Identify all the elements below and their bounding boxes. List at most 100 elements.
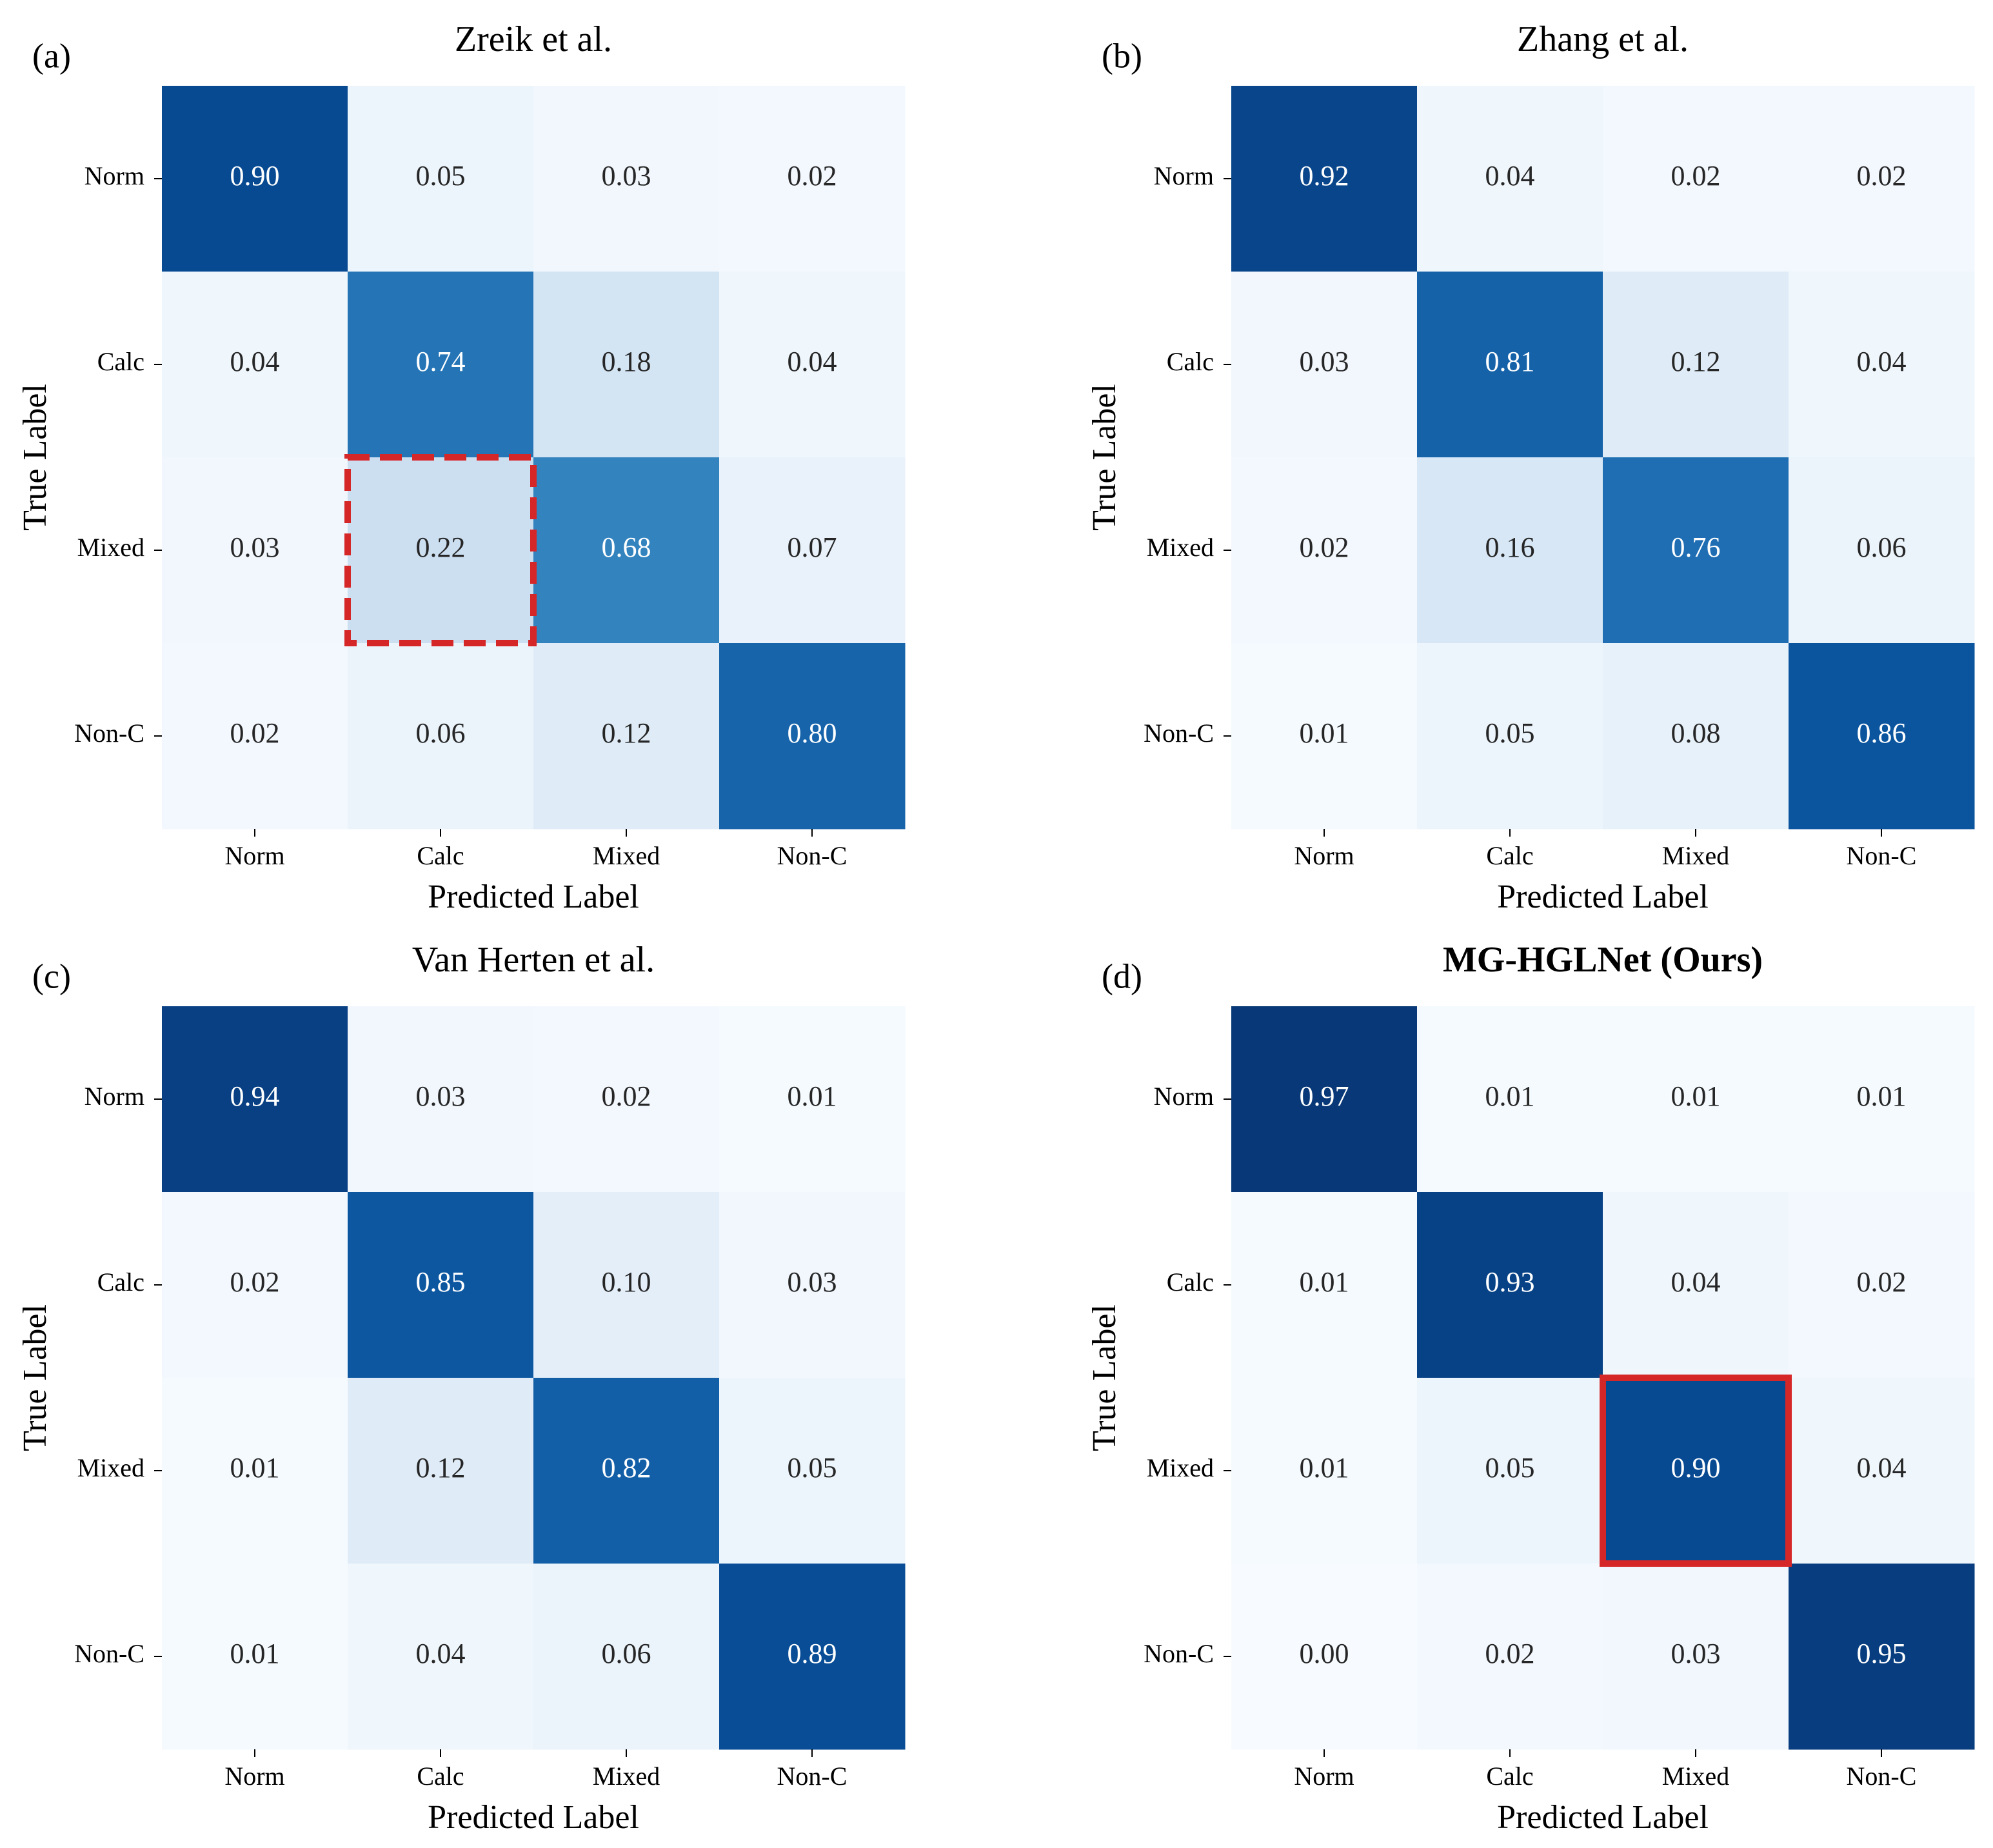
cell-value-label: 0.06	[602, 1638, 651, 1669]
heatmap-cell	[1603, 1192, 1789, 1378]
heatmap-cell	[1417, 1006, 1603, 1193]
cell-value-label: 0.05	[788, 1452, 837, 1484]
heatmap-cell	[533, 1564, 720, 1750]
y-axis-label: True Label	[1086, 1304, 1123, 1451]
heatmap-cell	[719, 643, 906, 830]
y-tick-label: Norm	[1154, 1082, 1214, 1111]
heatmap-cell	[1789, 643, 1975, 830]
heatmap-cell	[162, 1378, 348, 1564]
cell-value-label: 0.95	[1857, 1638, 1907, 1669]
heatmap-cell	[719, 1378, 906, 1564]
x-tick-label: Non-C	[1847, 841, 1917, 870]
y-tick-label: Non-C	[1144, 719, 1214, 748]
cell-value-label: 0.00	[1300, 1638, 1349, 1669]
cell-value-label: 0.03	[416, 1080, 466, 1112]
cell-value-label: 0.10	[602, 1266, 651, 1298]
heatmap-cell	[533, 1378, 720, 1564]
cell-value-label: 0.03	[1671, 1638, 1721, 1669]
x-tick-label: Calc	[417, 841, 464, 870]
cell-value-label: 0.01	[788, 1080, 837, 1112]
cell-value-label: 0.03	[230, 532, 280, 563]
cell-value-label: 0.05	[416, 160, 466, 192]
heatmap-cell	[1231, 1378, 1418, 1564]
heatmap-cell	[162, 457, 348, 644]
cell-value-label: 0.90	[1671, 1452, 1721, 1484]
y-tick-label: Calc	[1167, 1267, 1214, 1297]
heatmap-cell	[162, 643, 348, 830]
cell-value-label: 0.08	[1671, 717, 1721, 749]
cell-value-label: 0.02	[1485, 1638, 1535, 1669]
cell-value-label: 0.18	[602, 346, 651, 377]
cell-value-label: 0.02	[1857, 1266, 1907, 1298]
heatmap-cell	[533, 643, 720, 830]
heatmap-cell	[1417, 457, 1603, 644]
heatmap-cell	[348, 1192, 534, 1378]
heatmap-cell	[162, 86, 348, 272]
heatmap-cell	[719, 272, 906, 458]
heatmap-cell	[162, 1192, 348, 1378]
x-tick-label: Mixed	[1662, 1762, 1729, 1791]
x-tick-label: Mixed	[1662, 841, 1729, 870]
cell-value-label: 0.04	[788, 346, 837, 377]
cell-value-label: 0.92	[1300, 160, 1349, 192]
y-tick-label: Calc	[97, 1267, 144, 1297]
y-tick-label: Non-C	[1144, 1639, 1214, 1668]
x-tick-label: Calc	[417, 1762, 464, 1791]
chart-title: MG-HGLNet (Ours)	[1443, 940, 1763, 980]
heatmap-cell	[348, 1564, 534, 1750]
cell-value-label: 0.01	[1671, 1080, 1721, 1112]
heatmap-cell	[1231, 643, 1418, 830]
chart-title: Zreik et al.	[455, 19, 612, 59]
heatmap-cell	[1417, 1192, 1603, 1378]
cell-value-label: 0.03	[788, 1266, 837, 1298]
cell-value-label: 0.22	[416, 532, 466, 563]
heatmap-cell	[1789, 1378, 1975, 1564]
x-axis-label: Predicted Label	[428, 879, 639, 915]
heatmap-cell	[1603, 643, 1789, 830]
heatmap-cell	[162, 1564, 348, 1750]
cell-value-label: 0.16	[1485, 532, 1535, 563]
cell-value-label: 0.02	[788, 160, 837, 192]
highlight-box	[344, 454, 537, 646]
x-axis-label: Predicted Label	[428, 1799, 639, 1836]
heatmap-cell	[348, 86, 534, 272]
cell-value-label: 0.81	[1485, 346, 1535, 377]
heatmap-cell	[533, 1006, 720, 1193]
cell-value-label: 0.04	[1671, 1266, 1721, 1298]
y-tick-label: Mixed	[1147, 533, 1214, 562]
cell-value-label: 0.05	[1485, 1452, 1535, 1484]
cell-value-label: 0.86	[1857, 717, 1907, 749]
cell-value-label: 0.12	[1671, 346, 1721, 377]
cell-value-label: 0.01	[230, 1452, 280, 1484]
cell-value-label: 0.85	[416, 1266, 466, 1298]
heatmap-cell	[348, 1006, 534, 1193]
heatmap-cell	[1417, 643, 1603, 830]
x-tick-label: Mixed	[593, 841, 660, 870]
y-tick-label: Norm	[1154, 161, 1214, 190]
heatmap-cell	[533, 1192, 720, 1378]
heatmap-cell	[1417, 1564, 1603, 1750]
x-tick-label: Norm	[1294, 841, 1354, 870]
heatmap-cell	[533, 457, 720, 644]
highlight-box	[1600, 1375, 1792, 1567]
panel-label: (b)	[1102, 36, 1142, 75]
heatmap-cell	[1231, 1564, 1418, 1750]
y-tick-label: Non-C	[74, 1639, 144, 1668]
cell-value-label: 0.04	[1485, 160, 1535, 192]
cell-value-label: 0.04	[416, 1638, 466, 1669]
panel-label: (d)	[1102, 957, 1142, 995]
x-tick-label: Calc	[1486, 841, 1533, 870]
y-tick-label: Mixed	[77, 1453, 144, 1482]
y-tick-label: Non-C	[74, 719, 144, 748]
cell-value-label: 0.04	[230, 346, 280, 377]
x-axis-label: Predicted Label	[1497, 1799, 1709, 1836]
heatmap-cell	[1417, 272, 1603, 458]
y-tick-label: Norm	[84, 1082, 144, 1111]
heatmap-cell	[1789, 1192, 1975, 1378]
cell-value-label: 0.02	[230, 1266, 280, 1298]
cell-value-label: 0.89	[788, 1638, 837, 1669]
x-tick-label: Calc	[1486, 1762, 1533, 1791]
cell-value-label: 0.80	[788, 717, 837, 749]
heatmap-cell	[533, 86, 720, 272]
y-tick-label: Calc	[1167, 347, 1214, 376]
